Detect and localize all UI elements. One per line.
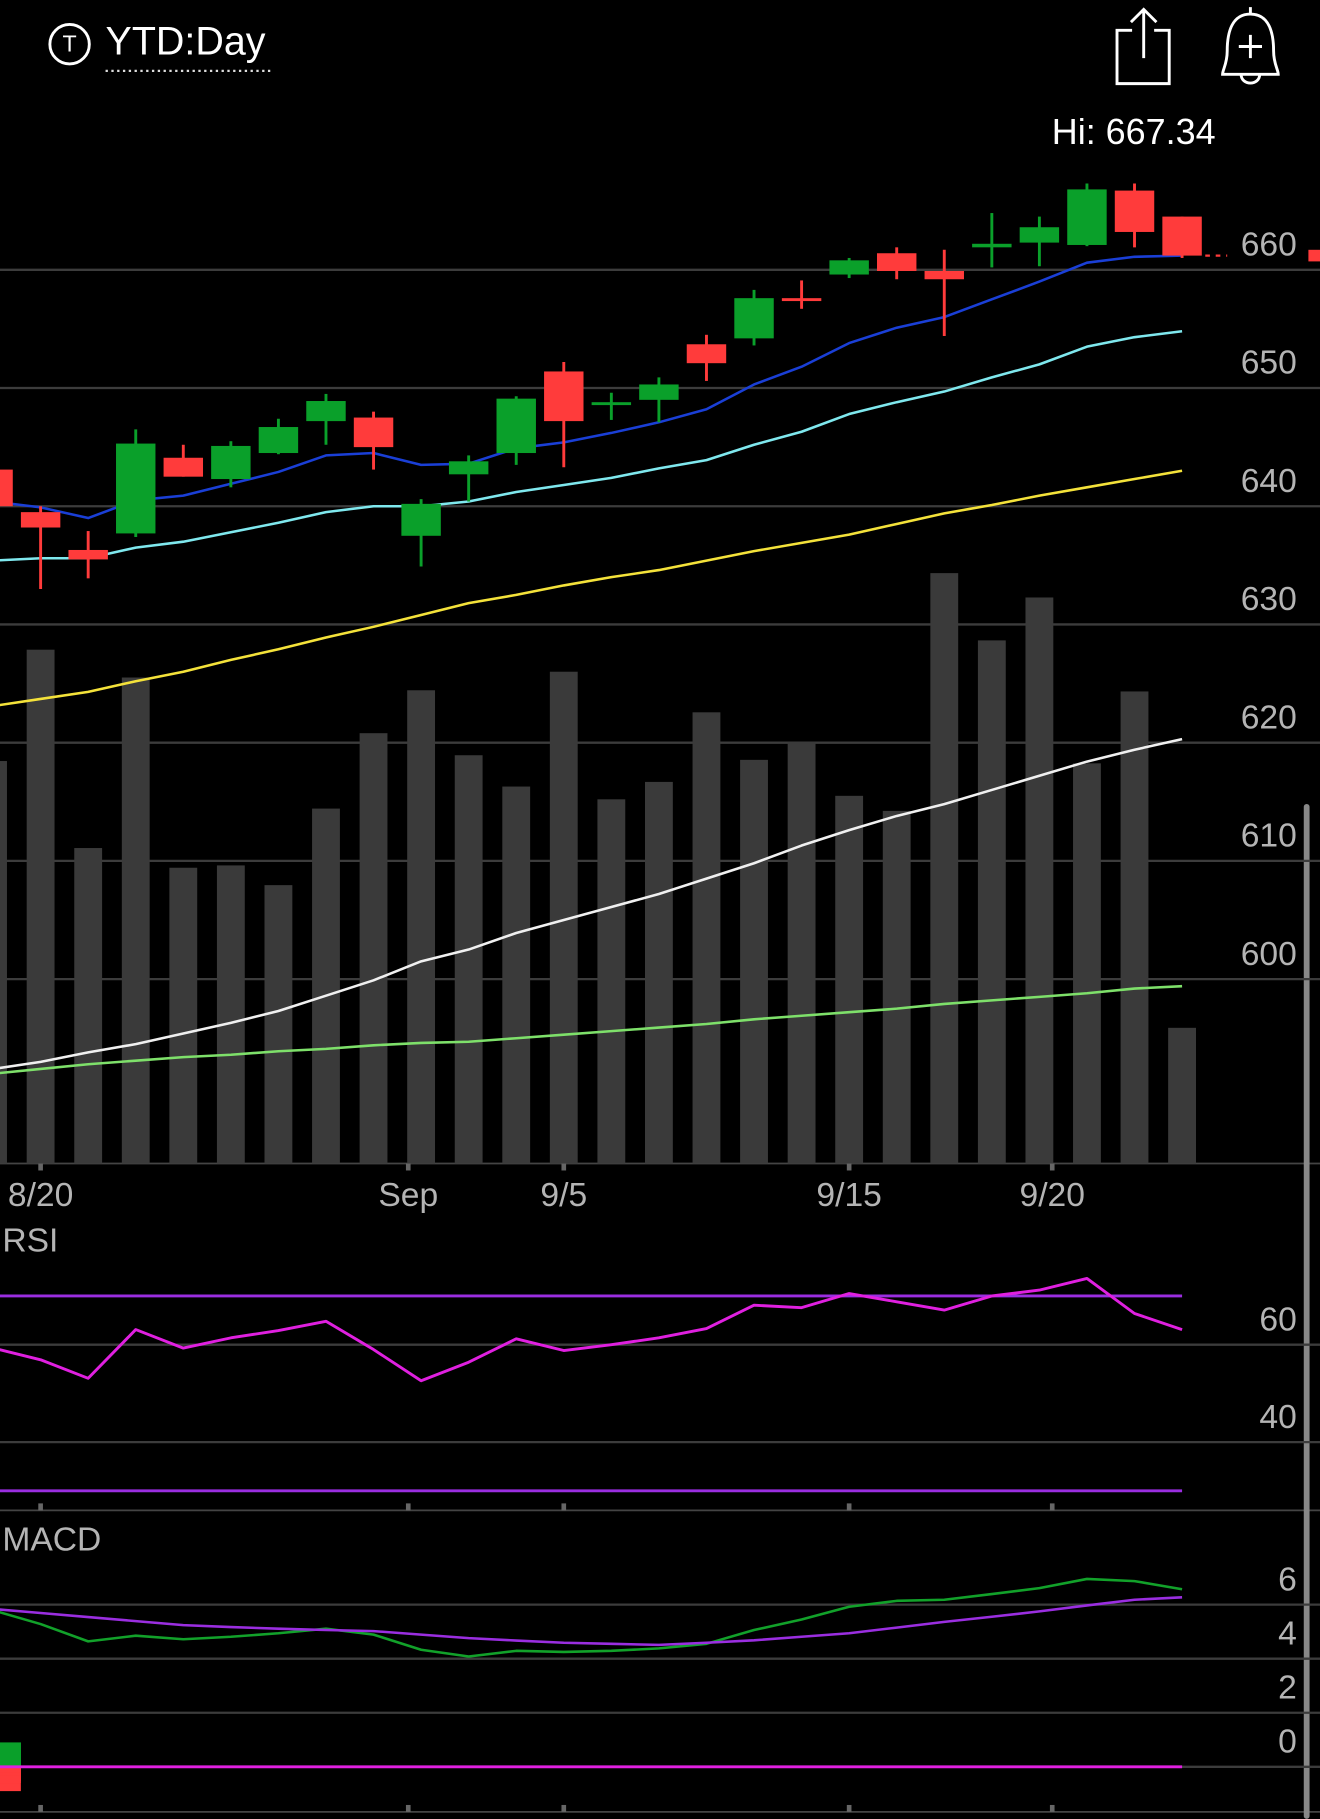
candle-body <box>496 398 536 454</box>
high-label: Hi: 667.34 <box>1052 111 1216 152</box>
volume-bar <box>597 799 626 1164</box>
volume-bar <box>216 865 245 1164</box>
candle-body <box>1067 189 1107 245</box>
y-tick-label: 40 <box>1259 1399 1296 1436</box>
y-tick-label: 660 <box>1241 226 1297 263</box>
candle-body <box>686 344 727 364</box>
volume-bar <box>1025 597 1054 1164</box>
volume-bar <box>835 795 864 1164</box>
panel-title: MACD <box>2 1522 101 1559</box>
candle-body <box>401 503 441 536</box>
volume-bar <box>502 786 531 1164</box>
x-tick-label: 9/5 <box>540 1177 587 1214</box>
candle-body <box>68 549 108 560</box>
alert-button[interactable] <box>1221 7 1280 85</box>
panel-title: RSI <box>2 1222 58 1259</box>
candle-body <box>0 469 13 507</box>
x-tick-label: 9/20 <box>1020 1177 1085 1214</box>
y-tick-label: 4 <box>1278 1615 1297 1652</box>
volume-bar <box>644 781 673 1164</box>
volume-bar <box>977 640 1006 1164</box>
scrollbar[interactable] <box>1303 803 1310 1819</box>
y-tick-label: 640 <box>1241 463 1297 500</box>
candle-body <box>1019 227 1060 243</box>
candle-body <box>876 253 917 271</box>
range-selector[interactable]: YTD:Day <box>106 20 266 64</box>
share-box <box>1115 28 1171 86</box>
bell <box>1221 12 1280 76</box>
symbol-button[interactable]: T <box>48 23 91 66</box>
volume-bar <box>359 733 388 1164</box>
candle-body <box>591 402 632 406</box>
volume-bar <box>1168 1027 1196 1164</box>
line-series <box>0 984 1183 1075</box>
candle-body <box>306 401 346 422</box>
volume-bar <box>0 761 7 1164</box>
volume-bar <box>1073 763 1101 1164</box>
symbol-letter: T <box>63 30 77 56</box>
candle-body <box>829 260 869 275</box>
line-series <box>0 254 1183 520</box>
candle-body <box>20 512 61 528</box>
volume-bar <box>264 885 293 1164</box>
candle-body <box>924 270 964 280</box>
x-tick-label: 9/15 <box>816 1177 881 1214</box>
candle-body <box>163 457 204 477</box>
x-tick-label: 8/20 <box>8 1177 73 1214</box>
volume-bar <box>882 810 911 1164</box>
last-price-marker <box>1308 249 1320 262</box>
x-tick-label: Sep <box>378 1177 438 1214</box>
line-series <box>0 329 1183 562</box>
y-tick-label: 610 <box>1241 818 1297 855</box>
y-tick-label: 600 <box>1241 936 1297 973</box>
candle-body <box>639 384 679 400</box>
line-series <box>0 469 1183 707</box>
line-series <box>0 1276 1183 1383</box>
volume-bar <box>312 808 340 1164</box>
y-tick-label: 6 <box>1278 1561 1297 1598</box>
volume-bar <box>930 573 959 1164</box>
candle-body <box>116 443 156 534</box>
volume-bar <box>454 755 483 1164</box>
line-series <box>0 1596 1183 1647</box>
y-tick-label: 650 <box>1241 345 1297 382</box>
volume-bar <box>407 690 436 1164</box>
symbol-icon <box>48 23 91 66</box>
volume-bar <box>121 677 150 1164</box>
volume-bar <box>740 759 768 1164</box>
candle-body <box>211 445 251 480</box>
y-tick-label: 2 <box>1278 1669 1297 1706</box>
candle-body <box>544 371 584 422</box>
volume-bar <box>787 742 816 1164</box>
candle-body <box>258 427 299 454</box>
y-tick-label: 620 <box>1241 699 1297 736</box>
candle-body <box>448 461 489 475</box>
volume-bar <box>692 712 721 1164</box>
volume-bar <box>1120 691 1149 1164</box>
candle-body <box>353 417 394 448</box>
volume-bar <box>26 649 55 1164</box>
candle-body <box>972 243 1012 248</box>
bell-details <box>1238 7 1263 85</box>
candle-body <box>781 298 822 302</box>
line-series <box>0 737 1183 1070</box>
share-arrow <box>1129 7 1158 59</box>
candle-body <box>734 298 774 339</box>
share-button[interactable] <box>1115 7 1171 86</box>
volume-bar <box>169 867 198 1164</box>
y-tick-label: 630 <box>1241 581 1297 618</box>
histogram-bar <box>0 1766 21 1773</box>
y-tick-label: 60 <box>1259 1301 1296 1338</box>
candle-body <box>1162 216 1202 256</box>
volume-bar <box>74 848 103 1164</box>
line-series <box>0 1577 1183 1658</box>
histogram-bar <box>0 1759 21 1767</box>
candle-body <box>1114 190 1155 232</box>
y-tick-label: 0 <box>1278 1723 1297 1760</box>
